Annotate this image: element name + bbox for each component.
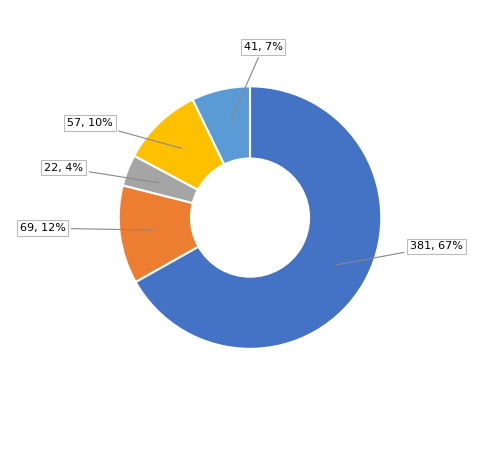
- Wedge shape: [134, 99, 224, 190]
- Wedge shape: [192, 86, 250, 164]
- Wedge shape: [136, 86, 382, 349]
- Text: 41, 7%: 41, 7%: [230, 42, 282, 122]
- Text: 57, 10%: 57, 10%: [67, 118, 182, 148]
- Wedge shape: [118, 186, 198, 282]
- Text: 381, 67%: 381, 67%: [335, 242, 463, 265]
- Text: 22, 4%: 22, 4%: [44, 162, 158, 183]
- Wedge shape: [123, 156, 198, 203]
- Text: 69, 12%: 69, 12%: [20, 223, 153, 233]
